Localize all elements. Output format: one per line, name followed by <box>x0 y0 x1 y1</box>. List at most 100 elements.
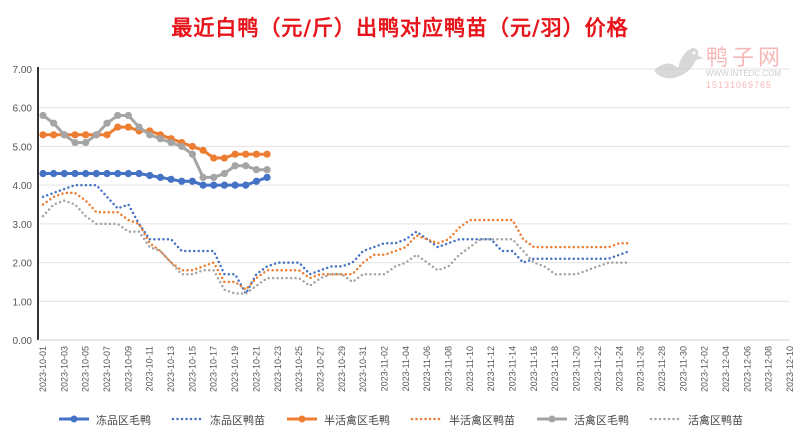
series-line-2 <box>43 125 268 160</box>
data-point <box>199 181 207 189</box>
data-point <box>263 166 271 174</box>
data-point <box>60 131 68 139</box>
x-tick-label: 2023-10-05 <box>81 346 91 392</box>
data-point <box>231 162 239 170</box>
data-point <box>231 150 239 158</box>
data-point <box>210 181 218 189</box>
data-point <box>60 169 68 178</box>
legend-item: 半活禽区鸭苗 <box>410 412 515 428</box>
data-point <box>39 111 47 120</box>
data-point <box>135 169 143 178</box>
legend-label: 冻品区毛鸭 <box>96 415 151 427</box>
x-tick-label: 2023-10-23 <box>273 346 283 392</box>
legend-label: 半活禽区毛鸭 <box>324 415 390 427</box>
data-point <box>252 166 261 174</box>
data-point <box>114 169 122 178</box>
x-tick-label: 2023-11-04 <box>401 346 411 391</box>
x-tick-label: 2023-11-26 <box>636 346 646 391</box>
data-point <box>167 138 175 147</box>
data-point <box>124 111 132 120</box>
legend-item: 活禽区毛鸭 <box>535 412 629 428</box>
x-tick-label: 2023-11-10 <box>465 346 475 391</box>
legend-label: 半活禽区鸭苗 <box>449 415 515 427</box>
x-tick-label: 2023-10-01 <box>38 346 48 392</box>
y-tick-label: 7.00 <box>13 65 33 76</box>
y-tick-label: 1.00 <box>13 297 33 308</box>
duck-logo-icon <box>654 48 704 79</box>
series-line-1 <box>41 183 632 297</box>
x-tick-label: 2023-11-28 <box>657 346 667 391</box>
data-point <box>135 123 143 131</box>
x-tick-label: 2023-11-24 <box>614 346 624 391</box>
y-tick-label: 5.00 <box>13 142 33 153</box>
watermark-phone: 15131069765 <box>706 80 773 90</box>
x-tick-label: 2023-11-30 <box>678 346 688 391</box>
data-point <box>263 173 271 181</box>
x-tick-label: 2023-10-15 <box>187 346 197 392</box>
data-point <box>210 173 218 181</box>
series-line-0 <box>43 172 268 187</box>
watermark-name: 鸭子网 <box>706 46 785 71</box>
data-point <box>199 173 207 181</box>
x-tick-label: 2023-10-25 <box>294 346 304 392</box>
data-point <box>124 123 132 131</box>
x-tick-label: 2023-11-08 <box>444 346 454 391</box>
data-point <box>252 150 261 158</box>
x-tick-label: 2023-10-19 <box>230 346 240 392</box>
y-tick-label: 6.00 <box>13 104 33 115</box>
y-tick-label: 0.00 <box>13 336 33 347</box>
data-point <box>188 177 196 185</box>
legend-item: 冻品区毛鸭 <box>57 412 151 428</box>
x-tick-label: 2023-10-31 <box>358 346 368 392</box>
data-point <box>242 181 250 189</box>
data-point <box>103 131 111 139</box>
x-tick-label: 2023-11-06 <box>422 346 432 391</box>
series-line-4 <box>42 114 268 179</box>
x-tick-label: 2023-12-04 <box>721 346 731 392</box>
data-point <box>220 154 229 162</box>
x-tick-label: 2023-10-07 <box>102 346 112 392</box>
x-tick-label: 2023-10-27 <box>315 346 325 392</box>
x-tick-label: 2023-10-21 <box>251 346 261 392</box>
data-point <box>103 169 111 178</box>
x-tick-label: 2023-10-11 <box>145 346 155 391</box>
data-point <box>188 142 196 151</box>
legend-swatch-icon <box>171 414 205 427</box>
y-tick-label: 3.00 <box>13 220 33 231</box>
legend-swatch-icon <box>535 414 569 427</box>
data-point <box>92 131 100 139</box>
x-tick-label: 2023-10-13 <box>166 346 176 392</box>
x-tick-label: 2023-11-12 <box>486 346 496 391</box>
data-point <box>92 169 100 178</box>
data-point <box>242 150 250 158</box>
data-point <box>156 135 164 143</box>
data-point <box>167 175 175 183</box>
x-tick-label: 2023-10-29 <box>337 346 347 392</box>
legend-label: 冻品区鸭苗 <box>210 415 265 427</box>
x-tick-label: 2023-11-16 <box>529 346 539 391</box>
watermark-logo: 鸭子网 WWW.INTEDC.COM 15131069765 <box>648 40 798 95</box>
y-tick-label: 4.00 <box>13 181 33 192</box>
data-point <box>39 131 47 139</box>
x-tick-label: 2023-12-10 <box>785 346 795 392</box>
data-point <box>82 131 90 139</box>
data-point <box>50 169 58 178</box>
data-point <box>71 169 79 178</box>
x-tick-label: 2023-12-02 <box>700 346 710 392</box>
data-point <box>50 119 58 127</box>
x-tick-label: 2023-10-03 <box>59 346 69 392</box>
series-line-3 <box>41 191 632 292</box>
data-point <box>178 142 186 151</box>
data-point <box>178 177 186 185</box>
series-line-5 <box>41 199 632 295</box>
x-tick-label: 2023-10-09 <box>123 346 133 392</box>
data-point <box>71 131 79 139</box>
legend-swatch-icon <box>285 414 319 427</box>
data-point <box>220 169 229 178</box>
legend-item: 半活禽区毛鸭 <box>285 412 390 428</box>
data-point <box>252 177 261 185</box>
x-tick-label: 2023-12-06 <box>742 346 752 392</box>
legend-item: 冻品区鸭苗 <box>171 412 265 428</box>
legend: 冻品区毛鸭 冻品区鸭苗 半活禽区毛鸭 半活禽区鸭苗 活禽区毛鸭 活禽区鸭苗 <box>0 412 800 428</box>
